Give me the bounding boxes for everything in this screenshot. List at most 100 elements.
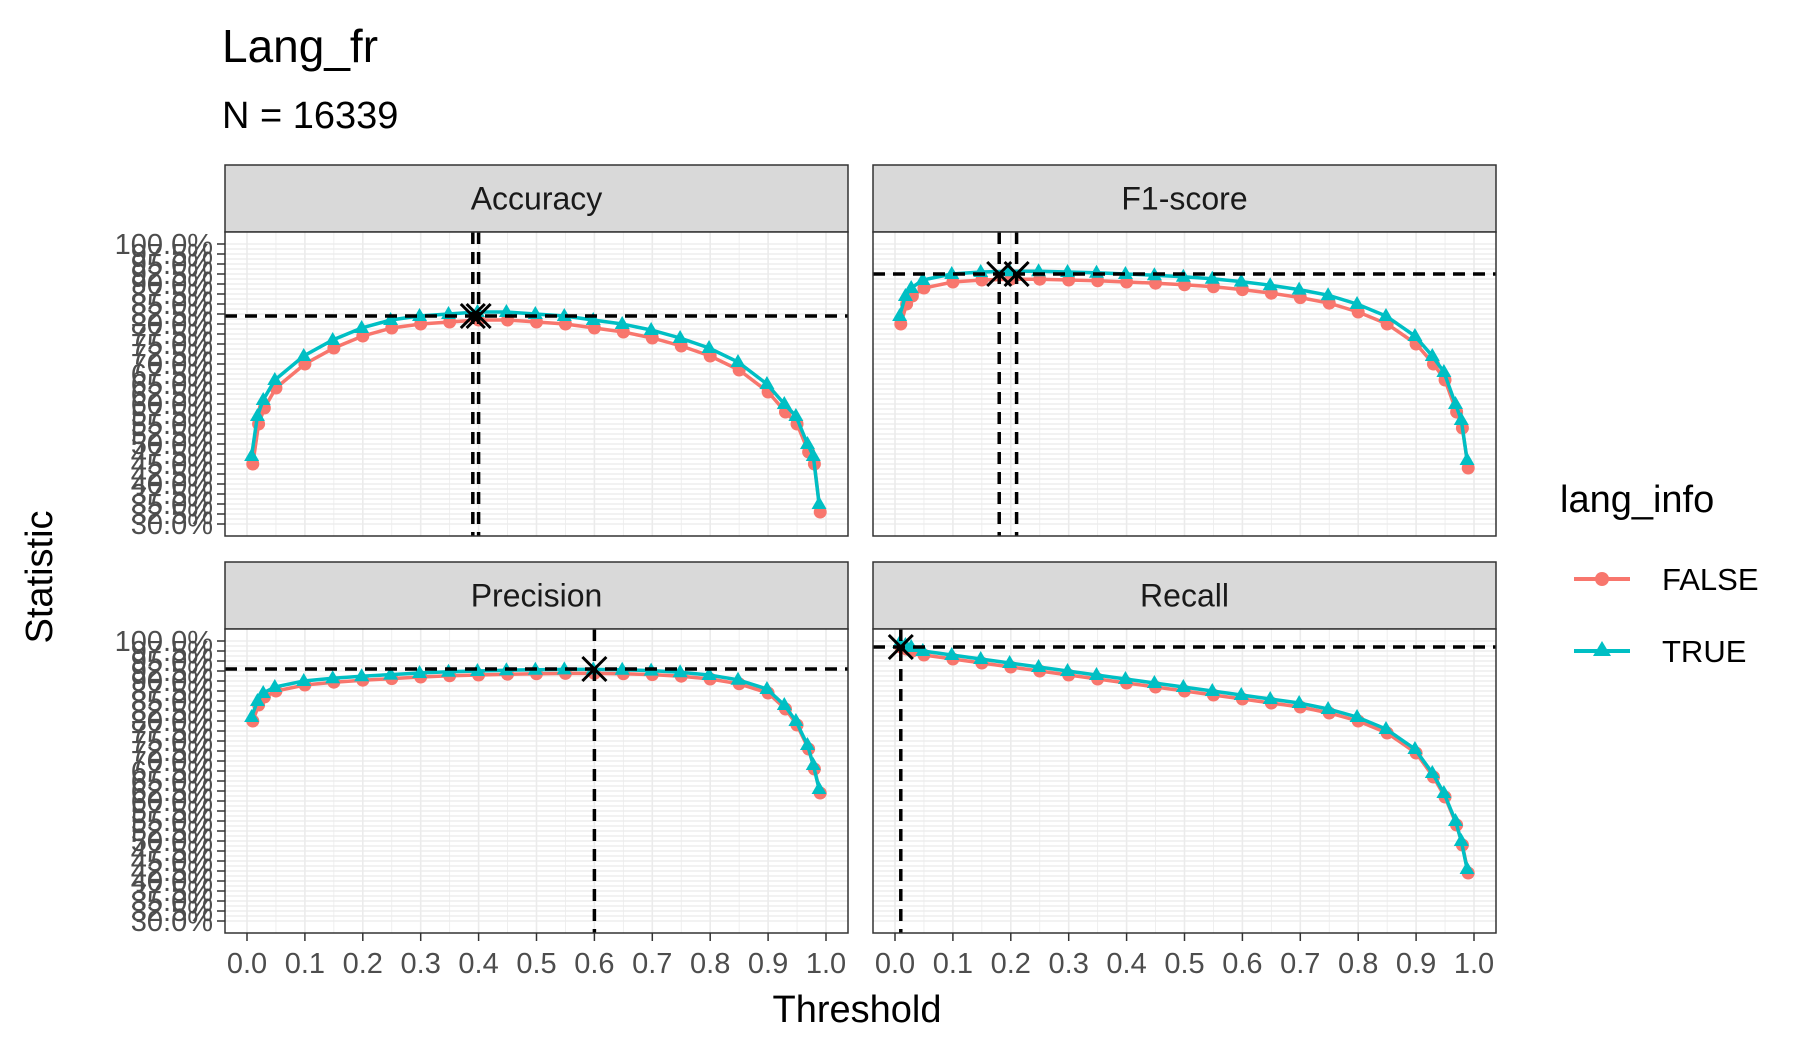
x-tick-label: 0.8 [1338,948,1378,980]
y-tick-label: 92.5% [131,259,213,291]
point-true [1060,663,1076,676]
point-true [412,665,428,678]
y-tick-label: 37.5% [131,479,213,511]
point-true [944,647,960,660]
optimal-point-marker [887,633,914,661]
point-true [788,713,804,726]
legend-key-false [1574,572,1630,586]
point-true [1378,721,1394,734]
x-axes: 0.0 0.1 0.2 0.3 0.4 0.5 0.6 0.7 0.8 0.9 1.0 0.0 0.1 0… [227,933,1494,980]
strip-label: F1-score [1121,181,1247,217]
y-tick-label: 42.5% [131,856,213,888]
y-tick-label: 70.0% [131,349,213,381]
y-tick-label: 97.5% [131,636,213,668]
facet-panels: Accuracy30.0%32.5%35.0%37.5%40.0%42.5%45… [115,164,1497,938]
point-true [1447,396,1463,409]
point-true [1424,348,1440,361]
y-tick-label: 57.5% [131,796,213,828]
point-true [1424,765,1440,778]
point-true [799,436,815,449]
x-tick-label: 1.0 [806,948,846,980]
x-tick-label: 0.3 [401,948,441,980]
point-true [267,372,283,385]
y-tick-label: 62.5% [131,776,213,808]
legend-true-triangle-icon [1593,641,1611,656]
point-true [1436,364,1452,377]
point-true [672,330,688,343]
point-true [799,737,815,750]
y-tick-label: 32.5% [131,896,213,928]
y-tick-label: 75.0% [131,329,213,361]
y-tick-label: 50.0% [131,826,213,858]
y-tick-label: 62.5% [131,379,213,411]
point-true [325,670,341,684]
y-tick-label: 60.0% [131,389,213,421]
y-tick-label: 97.5% [131,239,213,271]
point-true [1175,679,1191,692]
point-true [614,661,630,675]
y-tick-label: 60.0% [131,786,213,818]
panel-precision: Precision 30.0%32.5%35.0%37.5%40.0%42.5%4… [115,561,849,938]
x-tick-label: 0.4 [458,948,498,980]
strip-label: Recall [1140,578,1229,614]
point-true [1262,277,1278,291]
point-true [1378,308,1394,321]
point-true [296,673,312,686]
point-true [701,667,717,680]
legend-key-true [1574,641,1630,656]
y-tick-label: 100.0% [115,626,213,658]
point-true [556,661,572,675]
x-tick-label: 1.0 [1454,948,1494,980]
point-true [759,681,775,694]
chart-title: Lang_fr [222,20,378,72]
chart-subtitle: N = 16339 [222,95,398,137]
point-true [244,448,260,461]
y-tick-label: 77.5% [131,319,213,351]
point-true [1002,655,1018,668]
x-tick-label: 0.6 [1222,948,1262,980]
y-tick-label: 40.0% [131,866,213,898]
y-tick-label: 42.5% [131,459,213,491]
y-tick-label: 80.0% [131,706,213,738]
point-true [325,332,341,345]
point-true [915,272,931,285]
y-tick-label: 77.5% [131,716,213,748]
point-true [249,408,265,421]
x-tick-label: 0.0 [227,948,267,980]
strip-background [224,164,849,233]
optimal-point-marker [465,302,492,330]
x-tick-label: 0.3 [1049,948,1089,980]
point-true [973,651,989,664]
x-tick-label: 0.9 [1396,948,1436,980]
y-tick-label: 47.5% [131,439,213,471]
y-tick-label: 65.0% [131,766,213,798]
point-true [701,340,717,353]
optimal-point-marker [1003,260,1030,288]
optimal-point-marker [581,655,608,683]
strip-label: Accuracy [471,181,603,217]
legend-label-true: TRUE [1662,634,1746,669]
y-tick-label: 45.0% [131,449,213,481]
strip-label: Precision [471,578,603,614]
y-tick-label: 67.5% [131,359,213,391]
panel-accuracy: Accuracy 30.0%32.5%35.0%37.5%40.0%42.5%45… [115,164,849,541]
x-tick-label: 0.2 [991,948,1031,980]
y-tick-label: 95.0% [131,249,213,281]
point-true [1407,328,1423,341]
point-true [255,392,271,405]
point-true [354,320,370,333]
y-tick-label: 55.0% [131,806,213,838]
y-tick-label: 92.5% [131,656,213,688]
y-tick-label: 72.5% [131,339,213,371]
point-true [788,408,804,421]
y-tick-label: 32.5% [131,499,213,531]
y-tick-label: 87.5% [131,676,213,708]
point-true [1459,452,1475,465]
point-true [244,709,260,722]
x-tick-label: 0.8 [690,948,730,980]
y-tick-label: 35.0% [131,489,213,521]
point-true [1291,281,1307,295]
x-tick-label: 0.4 [1106,948,1146,980]
x-tick-label: 0.2 [343,948,383,980]
x-tick-label: 0.7 [632,948,672,980]
